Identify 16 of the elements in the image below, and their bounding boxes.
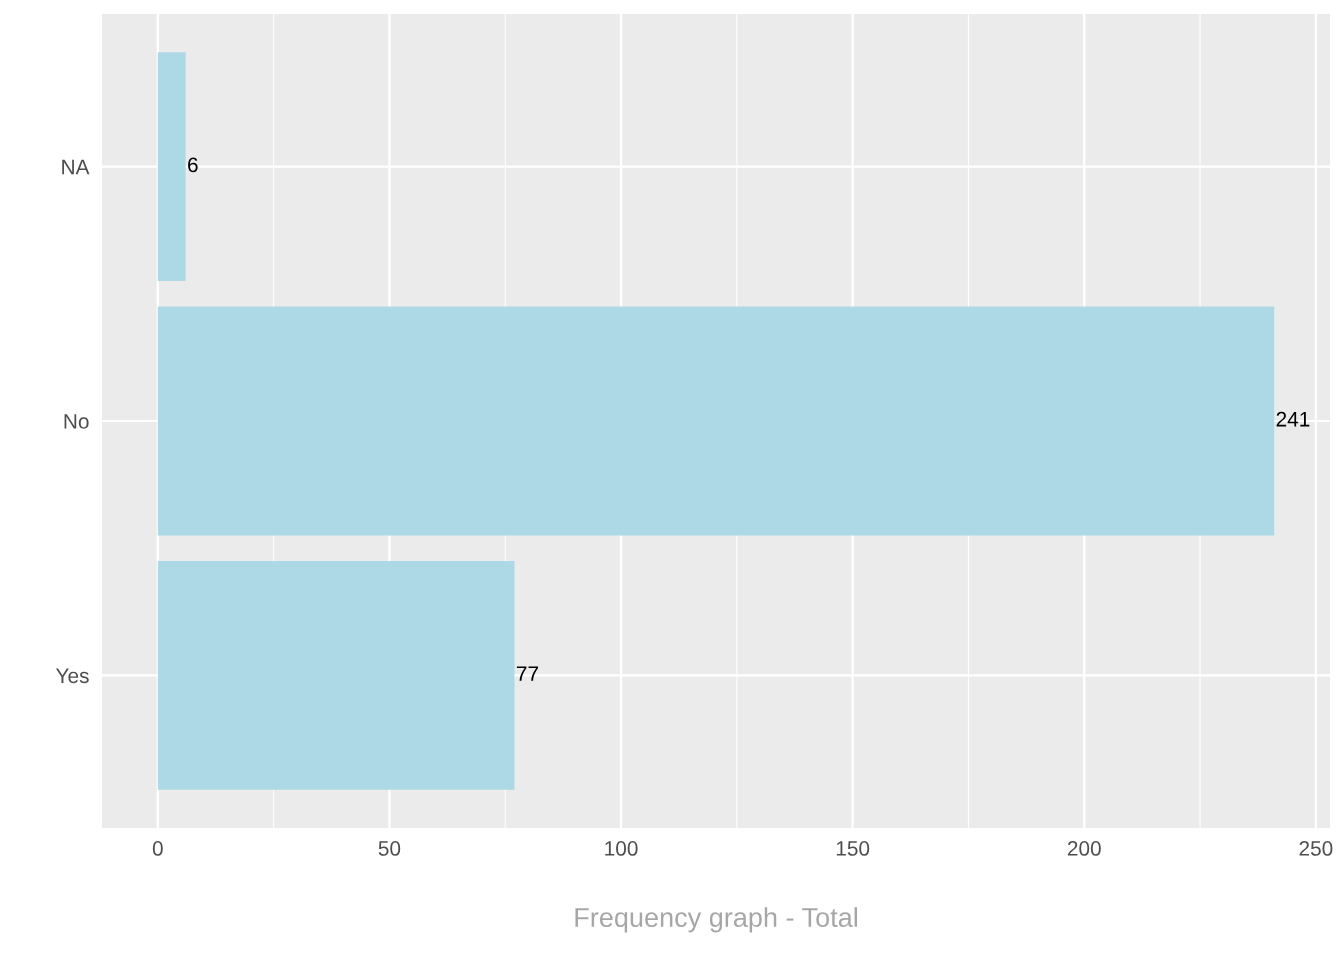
x-axis-title: Frequency graph - Total: [575, 907, 857, 933]
data-label: 241: [1276, 411, 1310, 427]
x-tick-label: 200: [1067, 841, 1101, 856]
x-tick-label: 0: [152, 841, 163, 856]
x-tick-label: 250: [1299, 841, 1333, 856]
bar: [157, 560, 515, 790]
data-label: 6: [188, 157, 198, 173]
x-tick-label: 100: [605, 841, 638, 856]
x-tick-label: 150: [836, 841, 870, 856]
y-tick-label: No: [64, 414, 89, 429]
bar: [157, 306, 1275, 536]
bar: [157, 52, 186, 282]
y-tick-label: Yes: [55, 668, 89, 684]
x-tick-label: 50: [378, 841, 401, 856]
data-label: 77: [516, 666, 539, 681]
y-tick-label: NA: [62, 159, 90, 175]
